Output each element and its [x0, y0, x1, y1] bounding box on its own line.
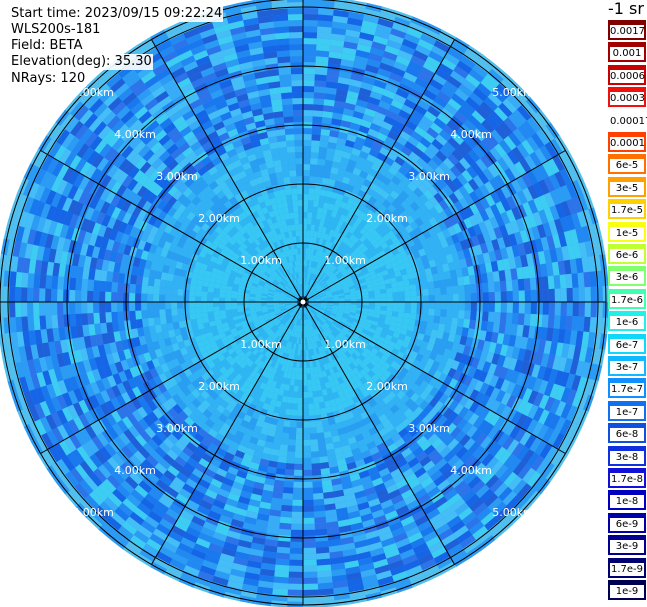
range-label: 1.00km — [324, 338, 366, 351]
colorbar-label: 6e-5 — [610, 159, 644, 173]
colorbar-label: 1e-9 — [610, 585, 644, 598]
colorbar-label: 1.7e-6 — [610, 293, 644, 307]
colorbar-label: 6e-7 — [610, 338, 644, 352]
radar-center-marker — [297, 296, 309, 308]
colorbar-label: 3e-5 — [610, 181, 644, 195]
range-label: 5.00km — [72, 506, 114, 519]
colorbar-label: 1.7e-7 — [610, 383, 644, 397]
colorbar-label: 3e-7 — [610, 361, 644, 374]
range-label: 3.00km — [156, 422, 198, 435]
colorbar-label: 0.00017 — [610, 114, 647, 128]
azimuth-spoke — [302, 301, 566, 454]
azimuth-spoke — [40, 150, 304, 303]
azimuth-spoke — [302, 301, 455, 565]
range-label: 2.00km — [366, 212, 408, 225]
azimuth-spoke — [40, 301, 304, 454]
azimuth-spokes — [0, 0, 606, 605]
range-label: 4.00km — [114, 128, 156, 141]
colorbar-label: 1.7e-5 — [610, 204, 644, 218]
colorbar-label: 1.7e-8 — [610, 473, 644, 486]
range-label: 3.00km — [408, 422, 450, 435]
range-label: 3.00km — [408, 170, 450, 183]
range-label: 1.00km — [240, 254, 282, 267]
colorbar-label: 1.7e-9 — [610, 562, 644, 576]
range-label: 2.00km — [198, 212, 240, 225]
range-label: 4.00km — [114, 464, 156, 477]
range-labels: 1.00km 1.00km 1.00km 1.00km 2.00km 2.00km 2.00… — [72, 86, 534, 519]
range-label: 4.00km — [450, 464, 492, 477]
range-label: 5.00km — [492, 506, 534, 519]
colorbar-label: 1e-7 — [610, 405, 644, 419]
azimuth-spoke — [302, 39, 455, 303]
nrays-label: NRays: 120 — [10, 71, 87, 87]
colorbar-label: 6e-9 — [610, 517, 644, 531]
range-label: 2.00km — [198, 380, 240, 393]
colorbar-label: 3e-9 — [610, 540, 644, 554]
elevation-label: Elevation(deg): 35.30 — [10, 54, 153, 70]
instrument-label: WLS200s-181 — [10, 22, 102, 38]
range-label: 5.00km — [492, 86, 534, 99]
range-label: 1.00km — [240, 338, 282, 351]
field-label: Field: BETA — [10, 38, 84, 54]
azimuth-spoke — [151, 39, 304, 303]
colorbar-label: 3e-6 — [610, 271, 644, 285]
colorbar-label: 0.0003 — [610, 92, 645, 106]
radar-texture — [0, 0, 609, 607]
range-label: 1.00km — [324, 254, 366, 267]
colorbar-label: 1e-8 — [610, 495, 644, 509]
azimuth-spoke — [302, 150, 566, 303]
colorbar-label: 0.001 — [610, 47, 644, 61]
colorbar-title: -1 sr — [608, 0, 644, 18]
range-label: 4.00km — [450, 128, 492, 141]
colorbar-label: 6e-6 — [610, 249, 644, 262]
start-time-label: Start time: 2023/09/15 09:22:24 — [10, 6, 224, 22]
colorbar-label: 0.0006 — [610, 69, 645, 83]
azimuth-spoke — [151, 301, 304, 565]
colorbar-label: 1e-5 — [610, 226, 644, 240]
colorbar-label: 6e-8 — [610, 428, 644, 442]
colorbar-label: 3e-8 — [610, 450, 644, 464]
colorbar-label: 1e-6 — [610, 316, 644, 330]
range-label: 2.00km — [366, 380, 408, 393]
colorbar-label: 0.0017 — [610, 25, 645, 38]
colorbar-label: 0.0001 — [610, 137, 645, 150]
range-label: 3.00km — [156, 170, 198, 183]
range-label: 5.00km — [72, 86, 114, 99]
